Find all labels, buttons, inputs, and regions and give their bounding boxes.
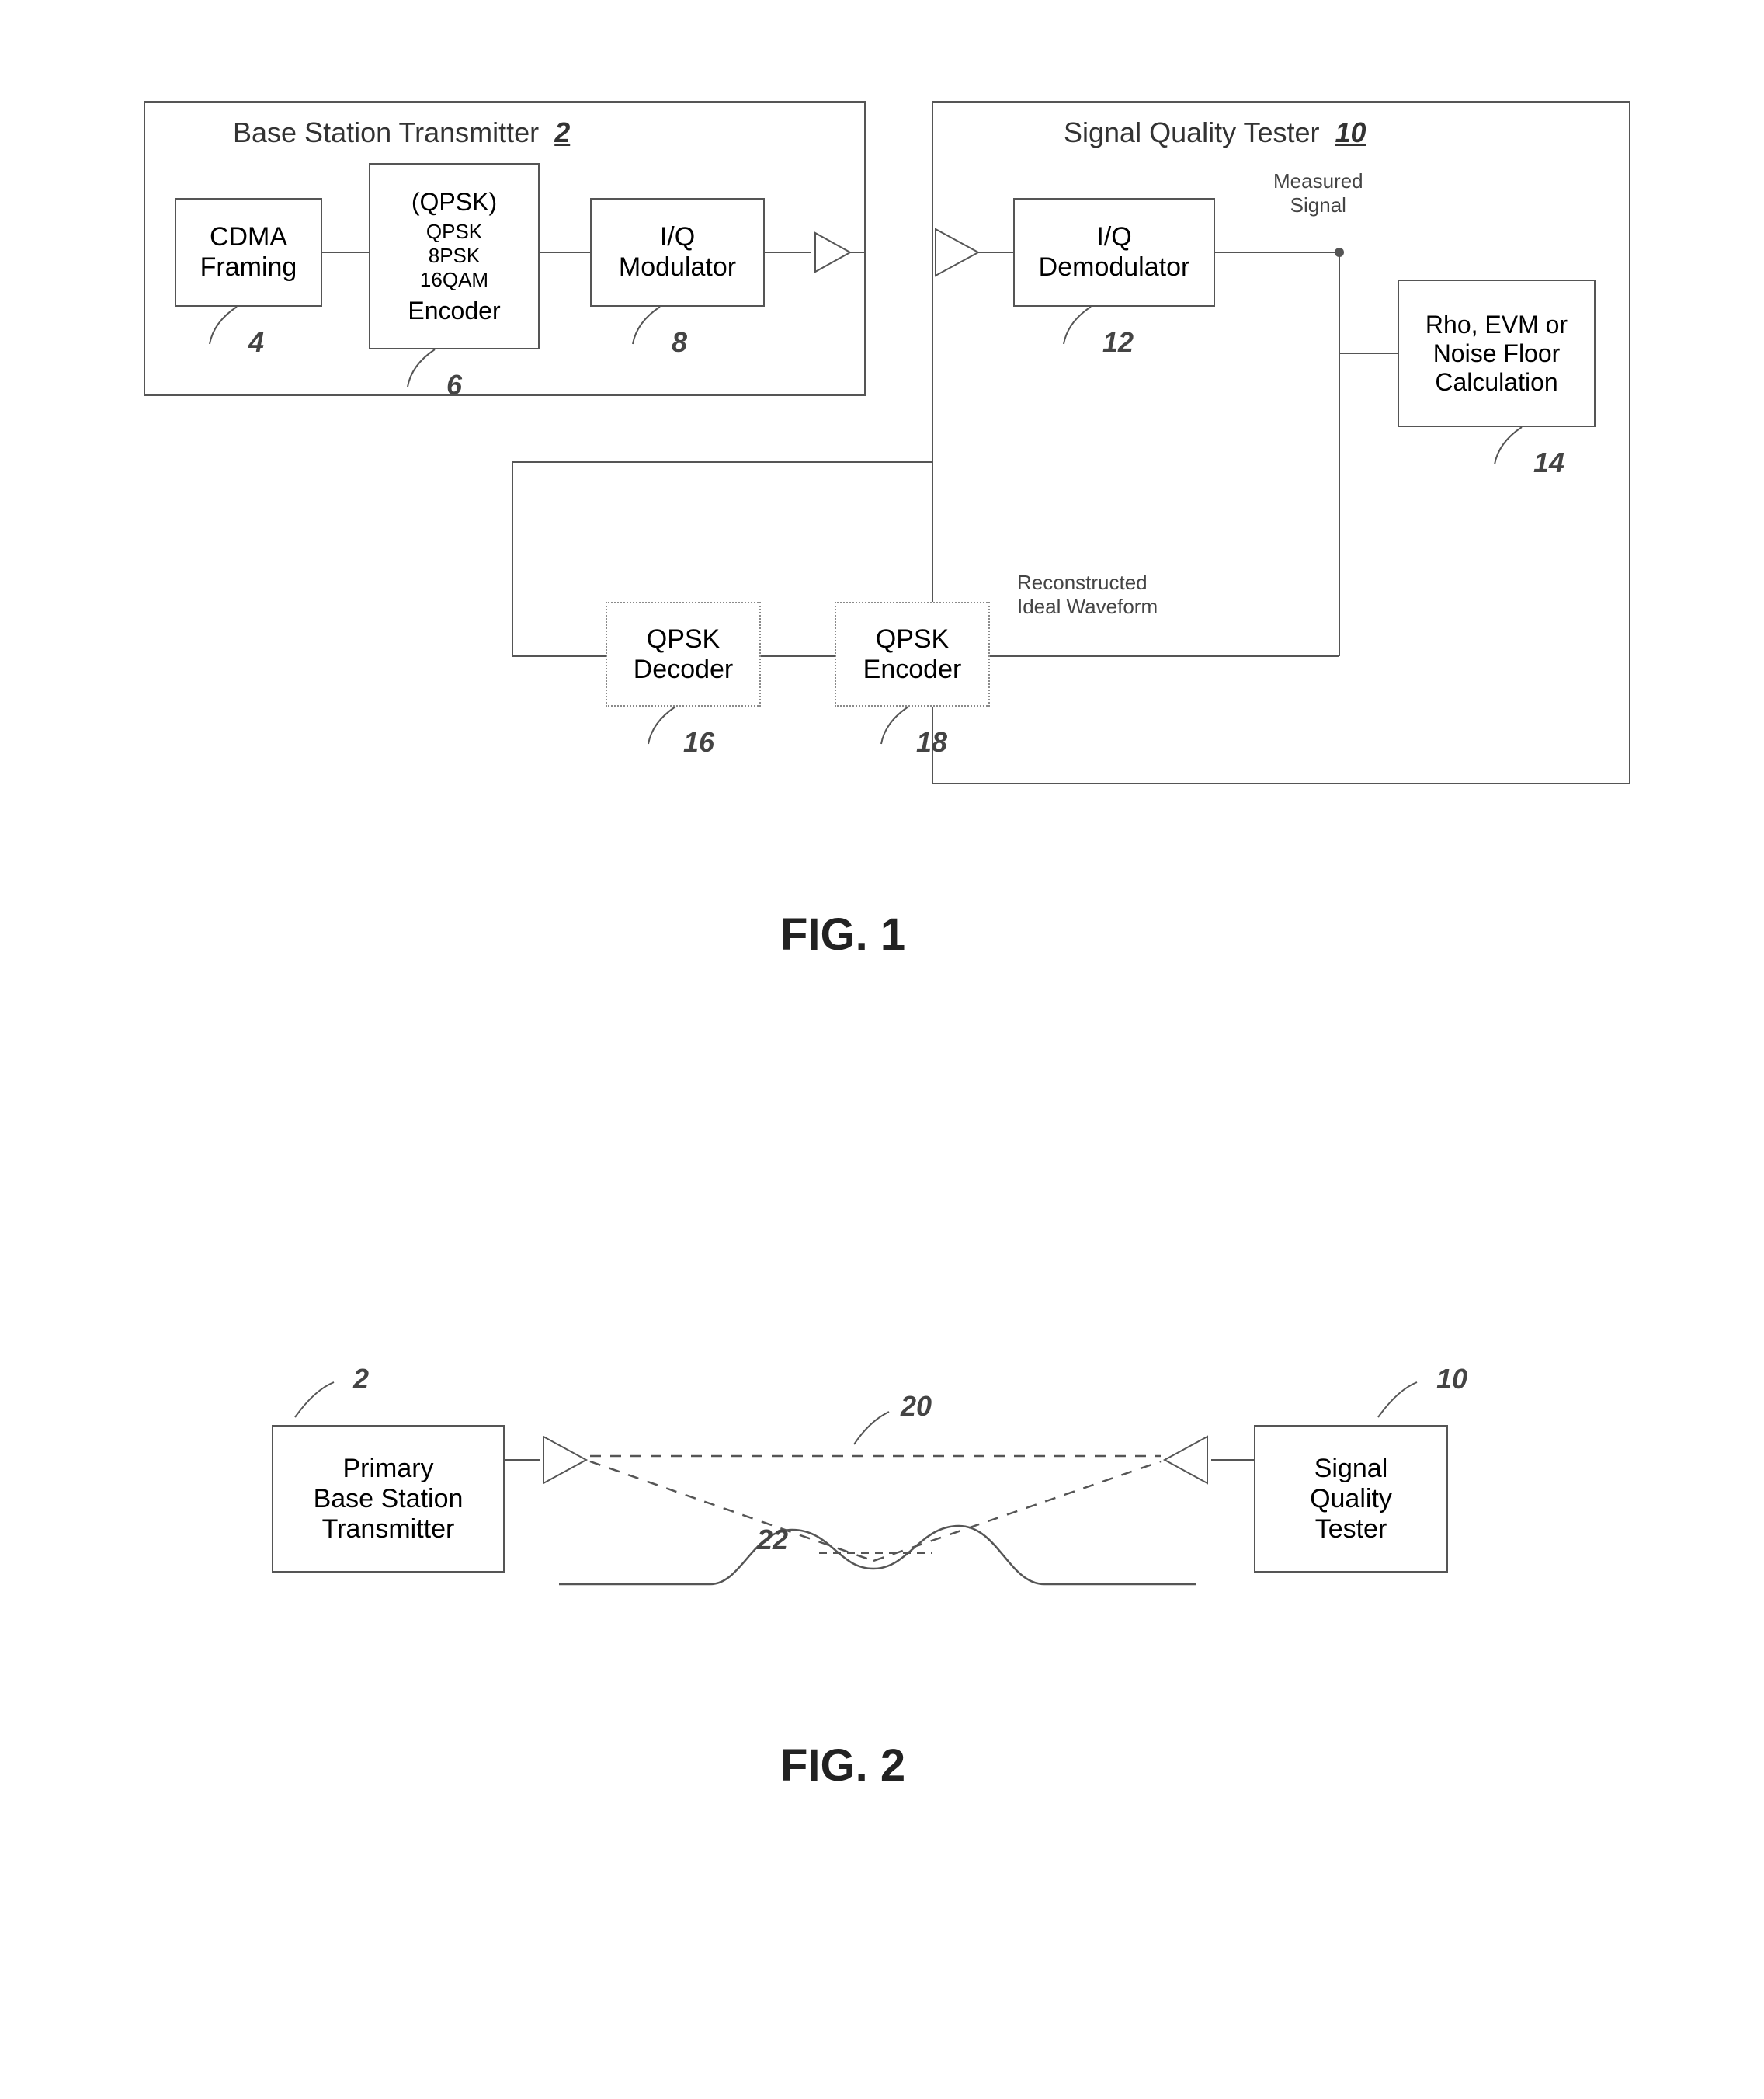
ref20: 20: [901, 1390, 932, 1423]
fig2-label: FIG. 2: [780, 1739, 905, 1791]
ref20-leader: [846, 1406, 901, 1452]
page-container: Base Station Transmitter 2 Signal Qualit…: [0, 0, 1764, 2099]
ref22: 22: [757, 1524, 788, 1556]
fig2-antennas-and-paths: [0, 0, 1764, 1708]
